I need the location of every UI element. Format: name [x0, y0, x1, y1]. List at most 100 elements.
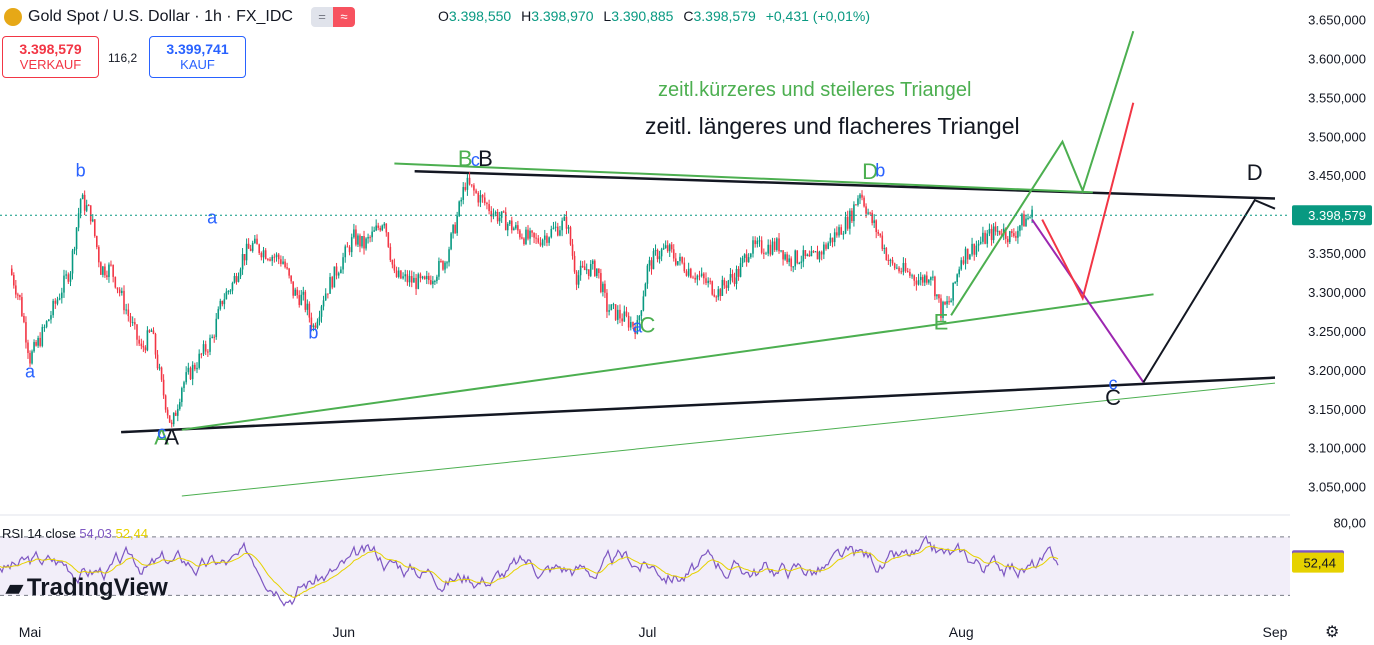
- candle-body: [430, 280, 432, 285]
- candle-body: [721, 279, 724, 296]
- time-tick-label: Sep: [1263, 624, 1288, 640]
- candle-body: [10, 268, 13, 276]
- wave-label: c: [157, 422, 166, 442]
- price-axis-bg: [1290, 0, 1374, 645]
- candle-body: [164, 395, 167, 410]
- candle-body: [780, 250, 782, 252]
- candle-body: [13, 275, 15, 286]
- candle-body: [306, 303, 309, 310]
- candle-body: [857, 198, 859, 205]
- candle-body: [215, 318, 218, 338]
- candle-body: [296, 289, 299, 296]
- candle-body: [329, 277, 331, 294]
- candle-body: [75, 227, 78, 250]
- rsi-value-label: 52,44: [1303, 556, 1336, 571]
- green-triangle-line: [181, 293, 1154, 431]
- approx-icon[interactable]: ≈: [332, 7, 355, 27]
- candle-body: [116, 287, 119, 290]
- projection-black: [1142, 198, 1276, 383]
- candle-body: [100, 262, 102, 275]
- candle-body: [683, 262, 686, 272]
- candle-body: [962, 260, 965, 264]
- candle-body: [606, 292, 608, 312]
- candle-body: [589, 263, 592, 276]
- candle-body: [436, 276, 438, 282]
- candle-body: [54, 300, 57, 304]
- candle-body: [517, 225, 519, 231]
- candle-body: [275, 254, 278, 258]
- candle-body: [211, 336, 213, 338]
- candle-body: [202, 344, 205, 354]
- candle-body: [548, 237, 550, 243]
- price-tick-label: 3.500,000: [1308, 129, 1366, 144]
- candle-body: [573, 255, 576, 272]
- candle-body: [221, 300, 224, 305]
- candle-body: [187, 367, 190, 373]
- candle-body: [500, 211, 503, 218]
- candle-body: [98, 247, 100, 263]
- candle-body: [790, 258, 792, 267]
- candle-body: [717, 289, 720, 298]
- candle-body: [61, 292, 63, 299]
- candle-body: [521, 237, 523, 239]
- symbol-title[interactable]: Gold Spot / U.S. Dollar · 1h · FX_IDC: [28, 8, 293, 25]
- candle-body: [696, 275, 699, 280]
- candle-body: [796, 250, 799, 264]
- rsi-value-tag: [1292, 552, 1344, 573]
- sell-button[interactable]: 3.398,579 VERKAUF: [2, 36, 99, 78]
- candles: [10, 172, 1033, 428]
- candle-body: [982, 232, 984, 242]
- candle-body: [160, 367, 163, 380]
- candle-body: [838, 227, 840, 236]
- candle-body: [625, 311, 628, 316]
- candle-body: [183, 382, 185, 389]
- candle-body: [249, 248, 252, 251]
- candle-body: [650, 260, 653, 270]
- candle-body: [292, 281, 294, 296]
- candle-body: [333, 266, 336, 288]
- candle-body: [523, 238, 525, 245]
- candle-body: [731, 274, 734, 278]
- candle-body: [27, 342, 29, 353]
- settings-gear-icon[interactable]: ⚙: [1325, 624, 1340, 641]
- wave-label: a: [632, 316, 643, 336]
- wave-label: C: [639, 312, 655, 337]
- candle-body: [245, 243, 248, 261]
- tradingview-logo[interactable]: ▰ TradingView: [6, 574, 168, 601]
- candle-body: [254, 238, 256, 244]
- wave-label: a: [25, 362, 36, 382]
- candle-body: [885, 247, 888, 261]
- candle-body: [715, 296, 718, 298]
- candle-body: [948, 301, 950, 303]
- projection-purple: [1031, 219, 1145, 383]
- candle-body: [561, 220, 563, 231]
- wave-label: c: [1109, 373, 1118, 393]
- candle-body: [765, 253, 767, 255]
- rsi-ma-line: [0, 545, 1059, 598]
- title-green: zeitl.kürzeres und steileres Triangel: [658, 79, 971, 101]
- wave-label: a: [207, 207, 218, 227]
- candle-body: [956, 274, 958, 283]
- candle-body: [152, 330, 155, 334]
- line-style-icon[interactable]: =: [310, 7, 333, 27]
- candle-body: [646, 265, 649, 284]
- candle-body: [670, 244, 673, 250]
- candle-body: [986, 233, 989, 244]
- candle-body: [35, 342, 37, 346]
- candle-body: [256, 238, 258, 245]
- compare-toggle[interactable]: = ≈: [310, 7, 355, 27]
- candle-body: [438, 260, 440, 277]
- candle-body: [900, 271, 903, 273]
- candle-body: [923, 275, 926, 283]
- candle-body: [529, 230, 531, 239]
- candle-body: [225, 291, 228, 300]
- buy-button[interactable]: 3.399,741 KAUF: [149, 36, 246, 78]
- candle-body: [930, 277, 932, 280]
- candle-body: [353, 229, 355, 238]
- candle-body: [975, 245, 978, 255]
- candle-body: [818, 251, 821, 260]
- candle-body: [408, 275, 411, 283]
- thin-green-line: [181, 382, 1276, 497]
- projection-green: [950, 30, 1135, 316]
